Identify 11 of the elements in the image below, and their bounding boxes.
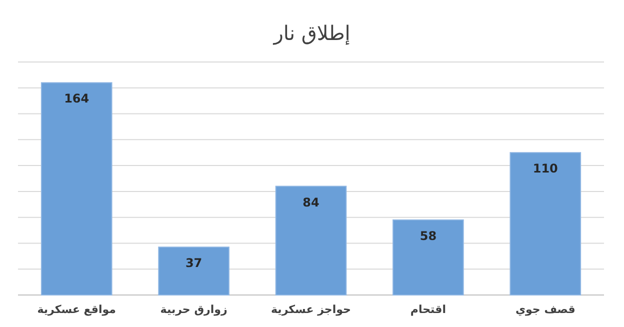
data-label: 84: [302, 195, 320, 210]
data-label: 58: [420, 228, 437, 243]
data-label: 110: [532, 162, 558, 176]
x-tick-label: قصف جوي: [515, 303, 576, 316]
chart-title: إطلاق نار: [272, 21, 350, 45]
data-label: 164: [64, 92, 90, 106]
x-tick-label: اقتحام: [410, 303, 446, 316]
data-label: 37: [185, 256, 202, 270]
x-tick-label: زوارق حربية: [160, 303, 228, 316]
x-tick-label: مواقع عسكرية: [37, 303, 116, 316]
x-tick-label: حواجز عسكرية: [271, 303, 351, 316]
